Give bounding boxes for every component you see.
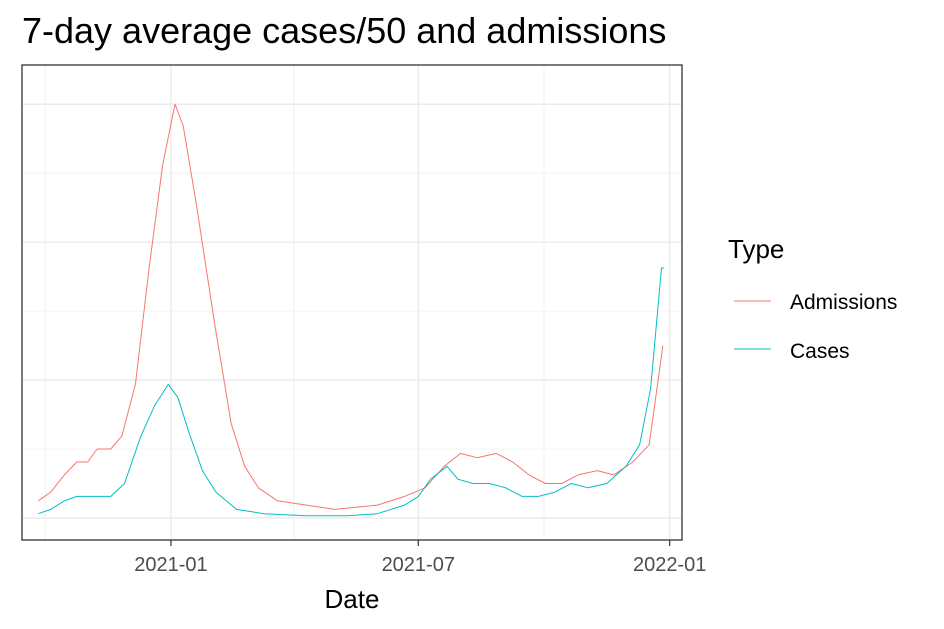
legend-label-admissions: Admissions xyxy=(790,291,897,314)
grid-minor xyxy=(22,65,682,540)
legend-label-cases: Cases xyxy=(790,340,850,363)
legend-title: Type xyxy=(728,234,784,264)
x-tick-label-2: 2022-01 xyxy=(633,554,706,576)
x-ticks xyxy=(170,540,671,546)
plot-border xyxy=(21,64,683,541)
x-tick-label-0: 2021-01 xyxy=(134,554,207,576)
chart-title: 7-day average cases/50 and admissions xyxy=(22,10,667,51)
legend: Type Admissions Cases xyxy=(728,234,897,363)
x-tick-labels: 2021-01 2021-07 2022-01 xyxy=(134,554,706,576)
series-line-admissions xyxy=(38,103,664,510)
series-lines xyxy=(38,103,665,517)
grid-major xyxy=(22,65,682,540)
plot-background xyxy=(22,65,682,540)
series-line-cases xyxy=(38,267,665,517)
x-axis-title: Date xyxy=(325,584,380,614)
x-tick-label-1: 2021-07 xyxy=(382,554,455,576)
